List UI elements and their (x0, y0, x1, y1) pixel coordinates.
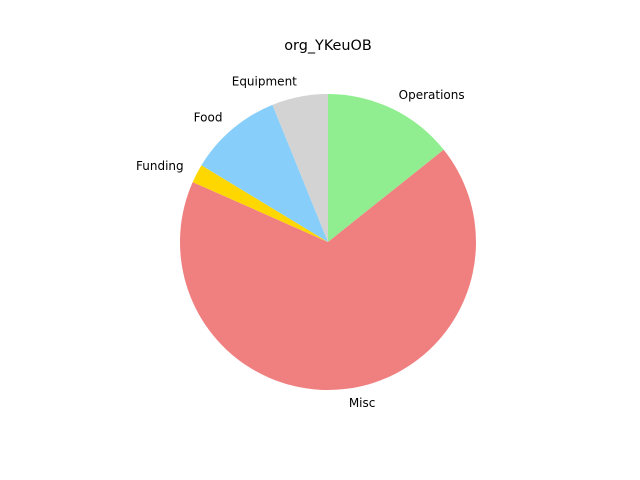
pie-slice-funding (192, 165, 328, 242)
pie-slices (179, 94, 477, 390)
pie-slice-food (201, 104, 328, 243)
pie-label-funding: Funding (136, 159, 184, 173)
pie-slice-equipment (272, 94, 328, 242)
pie-label-equipment: Equipment (232, 75, 297, 89)
pie-slice-misc (179, 149, 477, 390)
pie-label-misc: Misc (349, 396, 376, 410)
pie-labels: Operations Misc Funding Food Equipment (136, 75, 465, 410)
pie-slice-operations (328, 94, 444, 242)
chart-title: org_YKeuOB (284, 38, 371, 54)
pie-label-operations: Operations (399, 88, 465, 102)
pie-label-food: Food (194, 111, 223, 125)
